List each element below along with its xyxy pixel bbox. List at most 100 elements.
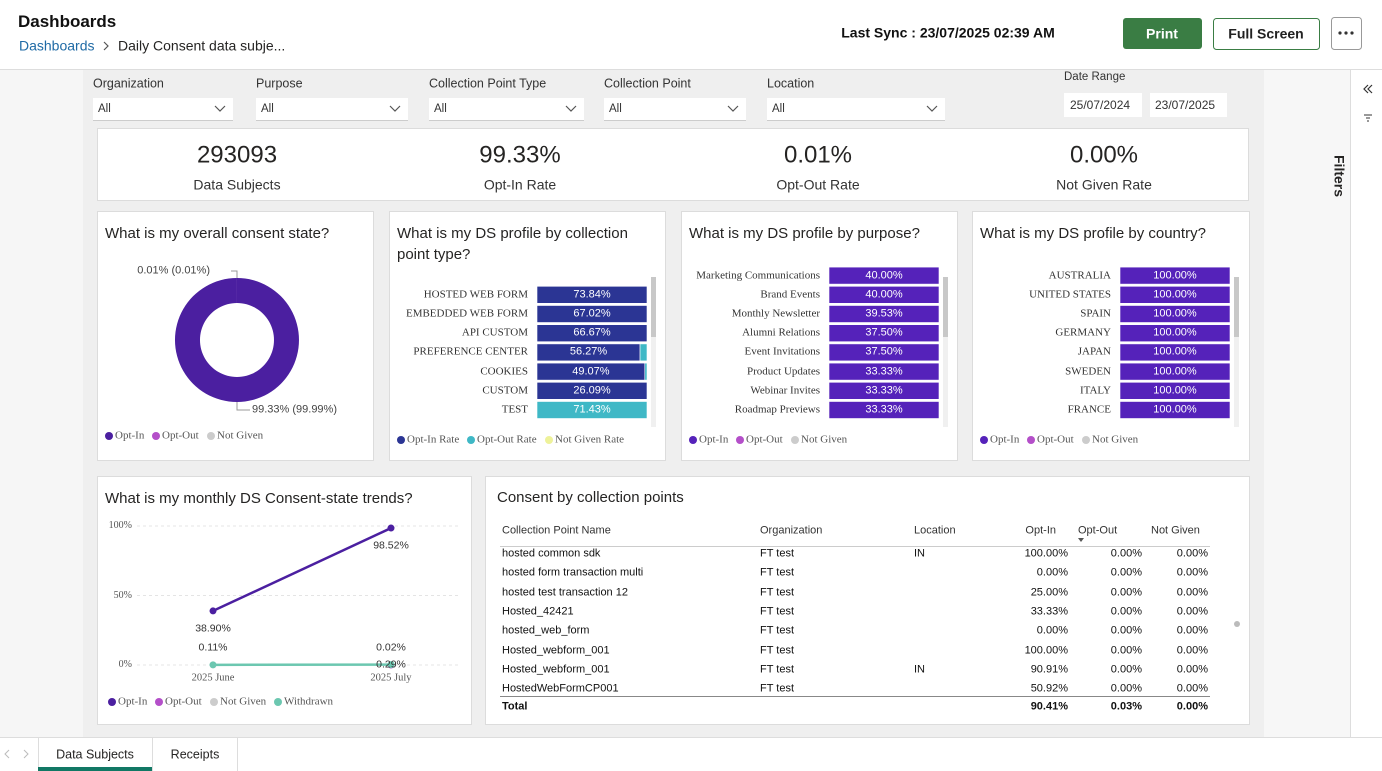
filters-pane-label[interactable]: Filters [1331, 155, 1348, 198]
column-header[interactable]: Collection Point Name [502, 524, 611, 537]
card [97, 211, 374, 461]
table-cell: 0.00% [1176, 624, 1208, 637]
data-label: 98.52% [373, 539, 409, 552]
x-tick-label: 2025 July [370, 672, 412, 684]
filter-value[interactable]: All [434, 103, 447, 116]
kpi-value: 0.00% [1069, 141, 1139, 169]
legend-label: Opt-In [115, 429, 145, 442]
legend-marker [1082, 436, 1090, 444]
column-header[interactable]: Not Given [1151, 524, 1200, 537]
kpi-label: Opt-In Rate [483, 176, 557, 193]
table-cell: Hosted_42421 [502, 605, 574, 618]
filter-label: Purpose [256, 76, 303, 91]
column-header[interactable]: Opt-In [1025, 524, 1056, 537]
legend-label: Opt-Out Rate [477, 433, 537, 446]
column-header[interactable]: Organization [760, 524, 823, 537]
data-label: 100.00% [1153, 384, 1197, 397]
date-from[interactable]: 25/07/2024 [1070, 97, 1131, 112]
date-input [1064, 93, 1142, 117]
scroll-indicator [1234, 621, 1240, 627]
table-cell: 0.00% [1176, 605, 1208, 618]
x-tick-label: 2025 June [191, 672, 235, 684]
table-cell: FT test [760, 605, 795, 618]
data-label: 0.01% (0.01%) [137, 264, 210, 277]
table-cell: 0.00% [1176, 663, 1208, 676]
table-cell: 100.00% [1024, 643, 1068, 656]
table-cell: 0.00% [1110, 643, 1142, 656]
table-cell: 0.00% [1110, 547, 1142, 560]
legend-marker [467, 436, 475, 444]
table-total: Total [502, 700, 528, 713]
breadcrumb-current: Daily Consent data subje... [118, 37, 286, 54]
bar-segment [1119, 324, 1231, 343]
table-cell: FT test [760, 663, 795, 676]
filter-value[interactable]: All [261, 103, 274, 116]
column-header[interactable]: Opt-Out [1078, 524, 1118, 537]
legend-label: Opt-Out [1037, 433, 1074, 446]
table-cell: FT test [760, 547, 795, 560]
bar-segment [828, 381, 940, 400]
filter-value[interactable]: All [772, 103, 785, 116]
series-marker [209, 607, 217, 615]
bar-segment [1119, 266, 1231, 285]
data-label: 67.02% [573, 307, 611, 320]
page-tab[interactable]: Data Subjects [56, 747, 134, 762]
card [485, 476, 1250, 725]
bar-segment [1119, 285, 1231, 304]
filter-value[interactable]: All [98, 103, 111, 116]
legend-marker [689, 436, 697, 444]
print-label[interactable]: Print [1146, 25, 1178, 42]
filter-dropdown[interactable] [256, 98, 408, 121]
table-cell: 100.00% [1024, 547, 1068, 560]
category-label: Brand Events [760, 288, 820, 301]
series-marker [387, 524, 395, 532]
data-label: 100.00% [1153, 345, 1197, 358]
kpi-label: Not Given Rate [1056, 176, 1152, 193]
tab-nav[interactable] [4, 749, 29, 759]
category-label: GERMANY [1055, 326, 1111, 339]
series-marker [387, 661, 395, 669]
scroll-thumb [1234, 277, 1239, 337]
fullscreen-label[interactable]: Full Screen [1228, 25, 1304, 42]
table-cell: hosted form transaction multi [502, 566, 644, 579]
table-cell: 0.00% [1110, 624, 1142, 637]
table-cell: 0.00% [1036, 566, 1068, 579]
legend-marker [980, 436, 988, 444]
table-cell: 0.00% [1110, 682, 1142, 695]
filter-dropdown[interactable] [429, 98, 584, 121]
kpi-card [97, 128, 1249, 201]
filter-dropdown[interactable] [93, 98, 233, 121]
date-to[interactable]: 23/07/2025 [1155, 97, 1216, 112]
dropdown-chevron [389, 105, 401, 112]
data-label: 40.00% [865, 269, 903, 281]
bar-segment [536, 324, 648, 343]
dropdown-chevron [565, 105, 577, 112]
filter-dropdown[interactable] [767, 98, 945, 121]
filter-value[interactable]: All [609, 103, 622, 116]
chart-title: What is my DS profile by purpose? [689, 225, 920, 242]
column-header[interactable]: Location [914, 524, 956, 537]
category-label: UNITED STATES [1029, 288, 1111, 301]
data-label: 33.33% [865, 403, 903, 416]
dropdown-chevron [727, 105, 739, 112]
print-button[interactable] [1123, 18, 1202, 49]
page-tab[interactable]: Receipts [170, 747, 220, 762]
last-sync: Last Sync : 23/07/2025 02:39 AM [841, 24, 1055, 41]
collapse-icon[interactable] [1367, 84, 1373, 94]
bar-segment [828, 401, 940, 419]
fullscreen-button[interactable] [1213, 18, 1320, 50]
leader-line [236, 402, 250, 411]
data-label: 33.33% [865, 384, 903, 397]
table-cell: 0.00% [1110, 566, 1142, 579]
more-dot [1344, 31, 1348, 35]
breadcrumb-link[interactable]: Dashboards [19, 37, 95, 54]
table-cell: Hosted_webform_001 [502, 643, 610, 656]
filter-dropdown[interactable] [604, 98, 746, 121]
collapse-icon[interactable] [1363, 84, 1369, 94]
table-cell: 0.00% [1176, 682, 1208, 695]
data-label: 56.27% [569, 345, 608, 358]
filter-icon [1364, 114, 1372, 122]
table-cell: 0.00% [1176, 586, 1208, 598]
legend-label: Opt-Out [162, 429, 199, 442]
